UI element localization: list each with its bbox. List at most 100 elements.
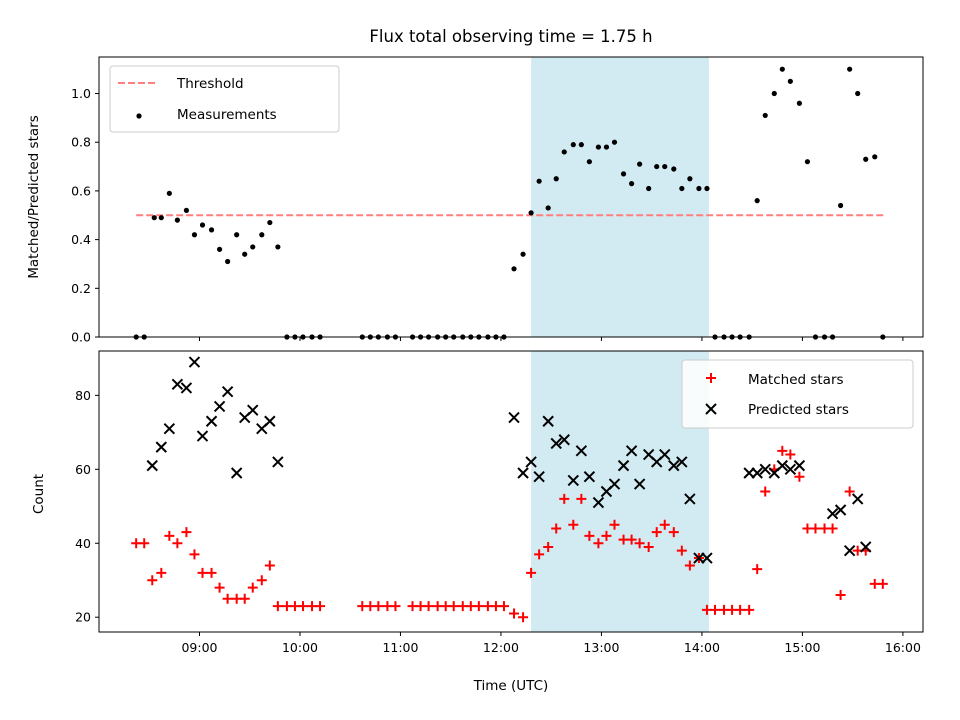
predicted-star-point <box>230 467 243 479</box>
matched-star-point <box>297 601 308 612</box>
matched-star-point <box>593 538 604 549</box>
matched-star-point <box>634 538 645 549</box>
measurement-point <box>595 144 602 150</box>
top-legend-box <box>109 65 340 133</box>
measurement-point <box>242 251 248 257</box>
y-tick-label: 20 <box>75 610 91 625</box>
legend-predicted-label: Predicted stars <box>748 402 849 418</box>
x-tick-label: 11:00 <box>382 640 418 655</box>
matched-star-point <box>373 601 384 612</box>
measurement-point <box>183 207 190 213</box>
measurement-point <box>646 185 652 192</box>
matched-star-point <box>827 523 838 534</box>
bottom-panel <box>131 356 888 623</box>
top-panel <box>133 66 886 340</box>
panel-2-frame <box>98 350 924 633</box>
predicted-star-point <box>759 463 771 476</box>
measurement-point <box>216 246 223 252</box>
predicted-star-point <box>633 478 646 490</box>
measurement-point <box>787 78 793 84</box>
matched-star-point <box>147 575 158 586</box>
measurement-point <box>687 176 693 182</box>
matched-star-point <box>794 471 805 482</box>
predicted-star-point <box>180 382 193 394</box>
matched-star-point <box>643 541 654 552</box>
legend-matched-swatch <box>706 373 716 383</box>
predicted-star-point <box>843 544 856 557</box>
measurement-point <box>275 244 281 250</box>
y-tick-label: 0.0 <box>71 330 91 345</box>
matched-star-point <box>518 612 529 623</box>
legend-measurements-swatch <box>136 113 142 119</box>
matched-star-point <box>785 449 796 460</box>
predicted-star-point <box>550 437 562 450</box>
measurement-point <box>250 244 256 250</box>
measurement-point <box>804 159 811 165</box>
matched-star-point <box>559 493 570 504</box>
predicted-star-point <box>155 441 168 453</box>
matched-star-point <box>272 601 283 612</box>
measurement-point <box>762 112 768 119</box>
matched-star-point <box>423 601 434 612</box>
measurement-point <box>528 210 534 216</box>
matched-star-point <box>709 604 720 615</box>
top-y-axis-label: Matched/Predicted stars <box>26 115 42 278</box>
legend-threshold-label: Threshold <box>176 76 244 92</box>
matched-star-point <box>509 608 520 619</box>
measurement-point <box>174 217 180 223</box>
matched-star-point <box>189 549 200 560</box>
legend-matched-label: Matched stars <box>748 372 844 388</box>
matched-star-point <box>744 604 755 615</box>
measurement-point <box>838 202 844 209</box>
predicted-star-point <box>684 493 696 505</box>
predicted-star-point <box>826 507 839 520</box>
measurement-point <box>578 142 584 148</box>
measurement-point <box>267 219 273 226</box>
bottom-y-axis-label: Count <box>31 474 47 514</box>
matched-star-point <box>601 530 612 541</box>
matched-star-point <box>735 604 746 615</box>
matched-star-point <box>568 519 579 530</box>
y-tick-label: 0.2 <box>71 281 91 296</box>
measurement-point <box>259 232 265 238</box>
x-tick-label: 09:00 <box>181 640 217 655</box>
matched-star-point <box>247 582 258 593</box>
legend-layer: Threshold Measurements Matched stars Predic… <box>109 65 914 429</box>
predicted-star-point <box>205 415 218 427</box>
measurement-point <box>671 166 677 172</box>
matched-star-point <box>543 541 554 552</box>
predicted-star-point <box>163 422 176 435</box>
x-tick-label: 10:00 <box>282 640 318 655</box>
x-tick-label: 16:00 <box>885 640 921 655</box>
legend-measurements-label: Measurements <box>177 107 277 123</box>
matched-star-point <box>877 578 888 589</box>
measurement-point <box>561 149 567 155</box>
matched-star-point <box>760 486 771 497</box>
matched-star-point <box>181 527 192 538</box>
measurement-point <box>847 66 853 72</box>
y-tick-label: 0.6 <box>71 183 91 198</box>
matched-star-point <box>534 549 545 560</box>
shaded-span-layer <box>531 57 709 632</box>
predicted-star-point <box>533 471 545 483</box>
measurement-point <box>545 205 551 211</box>
x-axis-label: Time (UTC) <box>473 678 549 694</box>
matched-star-point <box>609 519 620 530</box>
predicted-star-point <box>625 445 638 457</box>
matched-star-point <box>197 567 208 578</box>
matched-star-point <box>239 593 250 604</box>
matched-star-point <box>498 601 509 612</box>
predicted-star-point <box>659 448 671 461</box>
predicted-star-point <box>834 504 847 516</box>
predicted-star-point <box>272 456 284 468</box>
measurement-point <box>536 178 542 184</box>
predicted-star-point <box>784 463 797 476</box>
y-tick-label: 80 <box>75 388 91 403</box>
measurement-point <box>872 154 878 160</box>
matched-star-point <box>473 601 484 612</box>
predicted-star-point <box>171 378 184 390</box>
predicted-star-point <box>617 459 630 472</box>
y-tick-label: 40 <box>75 536 91 551</box>
predicted-star-point <box>213 400 226 413</box>
